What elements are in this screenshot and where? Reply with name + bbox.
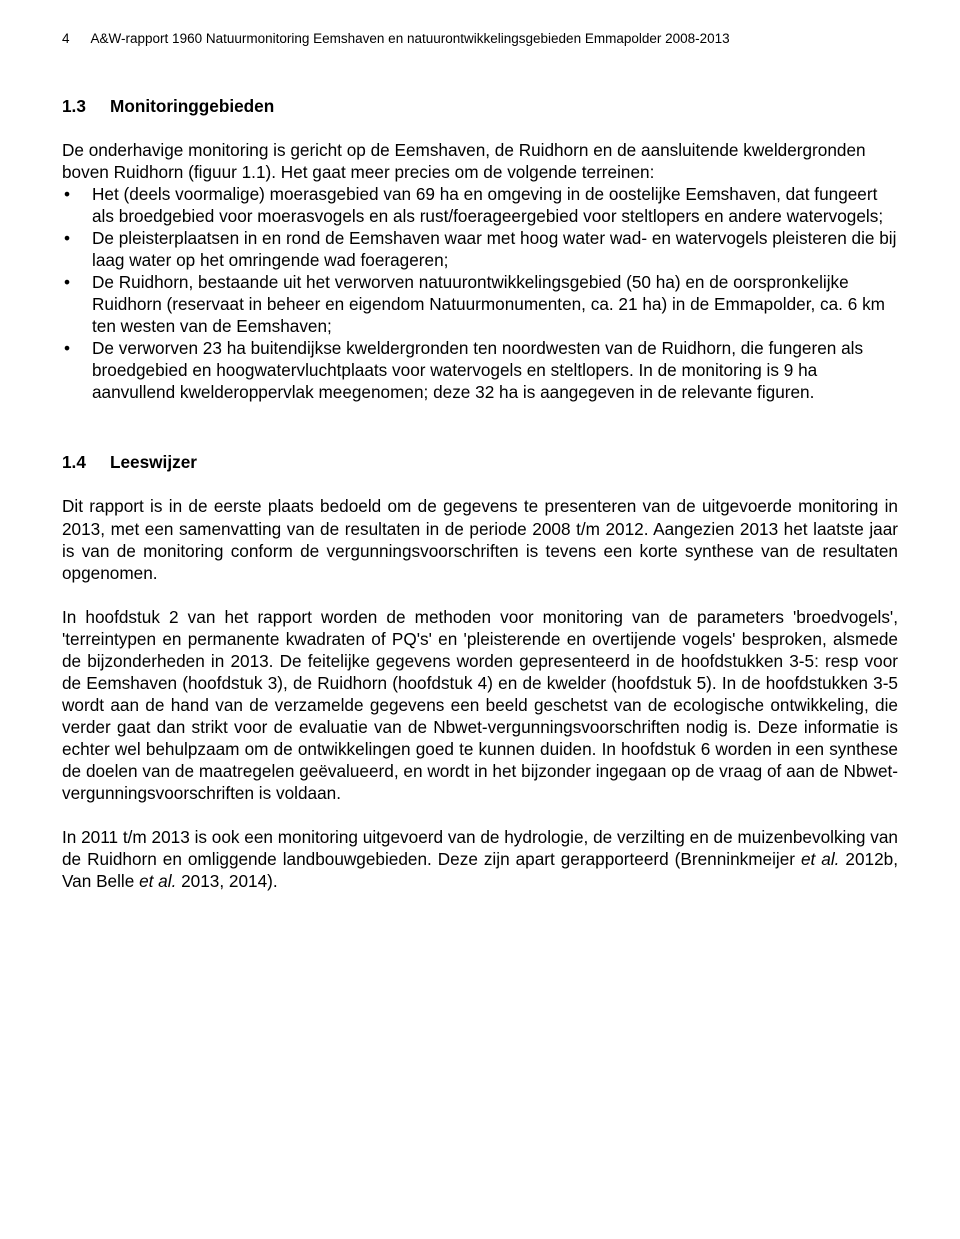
section-1-4-para-1: Dit rapport is in de eerste plaats bedoe… <box>62 495 898 583</box>
para3-em-2: et al. <box>139 871 176 891</box>
running-header: 4 A&W-rapport 1960 Natuurmonitoring Eems… <box>62 30 898 47</box>
section-1-3-intro: De onderhavige monitoring is gericht op … <box>62 139 898 183</box>
para3-text-pre: In 2011 t/m 2013 is ook een monitoring u… <box>62 827 898 869</box>
section-1-4-number: 1.4 <box>62 451 110 473</box>
page-number: 4 <box>62 30 70 47</box>
para3-em-1: et al. <box>801 849 839 869</box>
running-title: A&W-rapport 1960 Natuurmonitoring Eemsha… <box>91 31 730 46</box>
section-1-4-heading: 1.4Leeswijzer <box>62 451 898 473</box>
section-1-4-para-3: In 2011 t/m 2013 is ook een monitoring u… <box>62 826 898 892</box>
list-item: De verworven 23 ha buitendijkse kwelderg… <box>62 337 898 403</box>
list-item: De Ruidhorn, bestaande uit het verworven… <box>62 271 898 337</box>
section-1-3-title: Monitoringgebieden <box>110 96 274 116</box>
section-1-4-title: Leeswijzer <box>110 452 197 472</box>
list-item: Het (deels voormalige) moerasgebied van … <box>62 183 898 227</box>
section-1-3-number: 1.3 <box>62 95 110 117</box>
section-1-3-bullet-list: Het (deels voormalige) moerasgebied van … <box>62 183 898 403</box>
section-1-4-para-2: In hoofdstuk 2 van het rapport worden de… <box>62 606 898 804</box>
para3-text-post: 2013, 2014). <box>176 871 277 891</box>
list-item: De pleisterplaatsen in en rond de Eemsha… <box>62 227 898 271</box>
section-1-3-heading: 1.3Monitoringgebieden <box>62 95 898 117</box>
